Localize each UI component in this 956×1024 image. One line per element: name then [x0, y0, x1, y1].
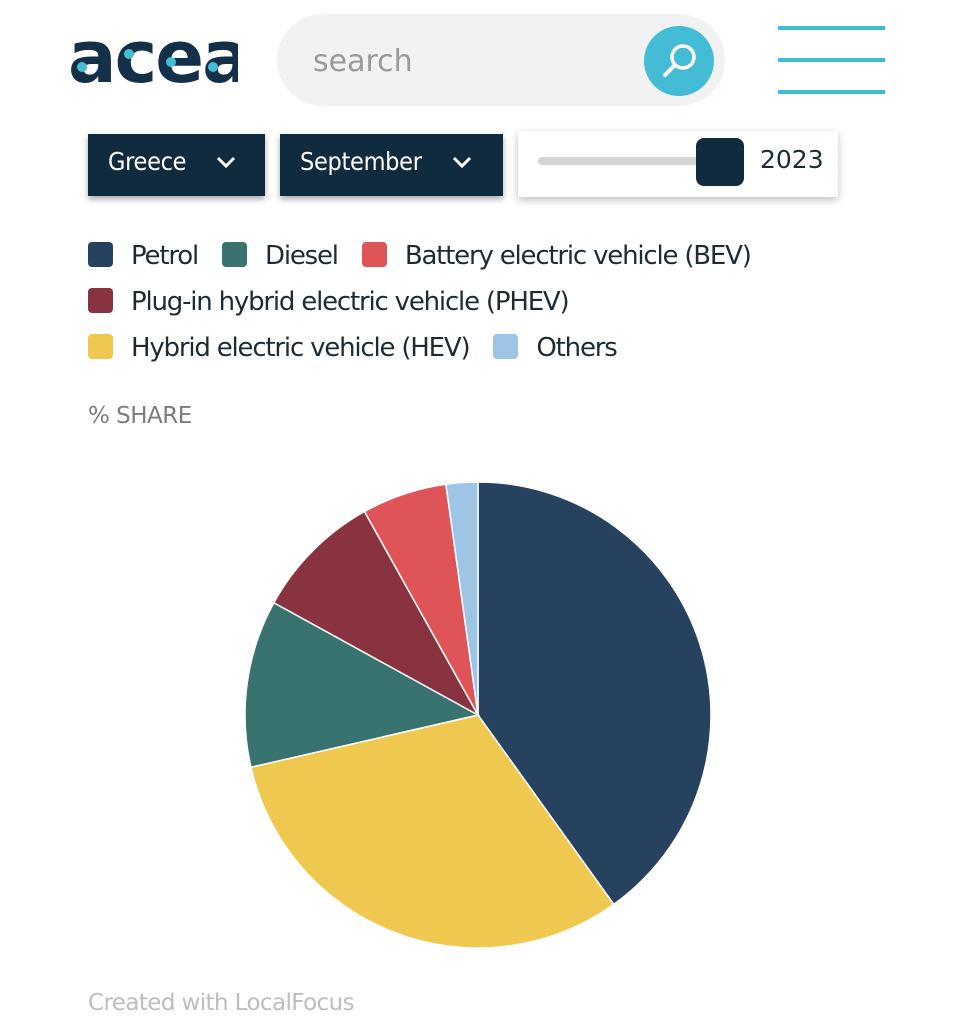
legend-swatch — [493, 333, 519, 359]
country-select-value: Greece — [108, 147, 187, 176]
legend-label: Hybrid electric vehicle (HEV) — [131, 333, 471, 363]
month-select-value: September — [300, 147, 422, 176]
chart-credit[interactable]: Created with LocalFocus — [88, 990, 355, 1016]
acea-logo[interactable]: acea — [68, 22, 238, 94]
country-select[interactable]: Greece — [88, 134, 265, 196]
legend-swatch — [88, 333, 113, 359]
legend-row-2: Plug-in hybrid electric vehicle (PHEV) — [88, 287, 570, 327]
search-button[interactable] — [644, 26, 714, 96]
logo-text: acea — [68, 22, 238, 94]
legend-item-bev[interactable]: Battery electric vehicle (BEV) — [361, 241, 752, 281]
legend-swatch — [88, 287, 113, 313]
legend-swatch — [222, 241, 247, 267]
year-slider-handle[interactable] — [696, 138, 744, 186]
pie-slice-others[interactable] — [445, 481, 479, 716]
pie-slice-plug-in-hybrid-electric-vehicle-phev[interactable] — [272, 510, 480, 717]
search-bar — [277, 14, 725, 106]
chart-unit-label: % SHARE — [88, 403, 192, 429]
hamburger-menu-icon[interactable] — [778, 26, 885, 96]
legend-label: Petrol — [131, 241, 199, 271]
legend-swatch — [361, 241, 387, 267]
legend-item-hev[interactable]: Hybrid electric vehicle (HEV) — [88, 333, 471, 373]
legend-item-petrol[interactable]: Petrol — [88, 241, 199, 281]
pie-slice-diesel[interactable] — [244, 601, 481, 769]
legend-label: Diesel — [265, 241, 339, 271]
legend-label: Plug-in hybrid electric vehicle (PHEV) — [131, 287, 570, 317]
pie-slice-hybrid-electric-vehicle-hev[interactable] — [250, 714, 615, 949]
legend-label: Others — [536, 333, 617, 363]
chevron-down-icon — [452, 156, 472, 169]
legend-row-3: Hybrid electric vehicle (HEV) Others — [88, 333, 618, 373]
chevron-down-icon — [216, 156, 236, 169]
month-select[interactable]: September — [280, 134, 503, 196]
legend-row-1: Petrol Diesel Battery electric vehicle (… — [88, 241, 752, 281]
search-input[interactable] — [311, 38, 635, 84]
legend-label: Battery electric vehicle (BEV) — [404, 241, 752, 271]
year-value: 2023 — [760, 145, 824, 174]
legend-item-others[interactable]: Others — [493, 333, 618, 373]
legend-swatch — [88, 241, 113, 267]
legend-item-diesel[interactable]: Diesel — [222, 241, 339, 281]
year-slider: 2023 — [518, 131, 838, 197]
year-slider-track[interactable] — [538, 157, 743, 165]
logo-mark: acea — [68, 22, 238, 94]
pie-slice-petrol[interactable] — [477, 481, 712, 906]
legend-item-phev[interactable]: Plug-in hybrid electric vehicle (PHEV) — [88, 287, 570, 327]
search-icon — [663, 44, 696, 77]
